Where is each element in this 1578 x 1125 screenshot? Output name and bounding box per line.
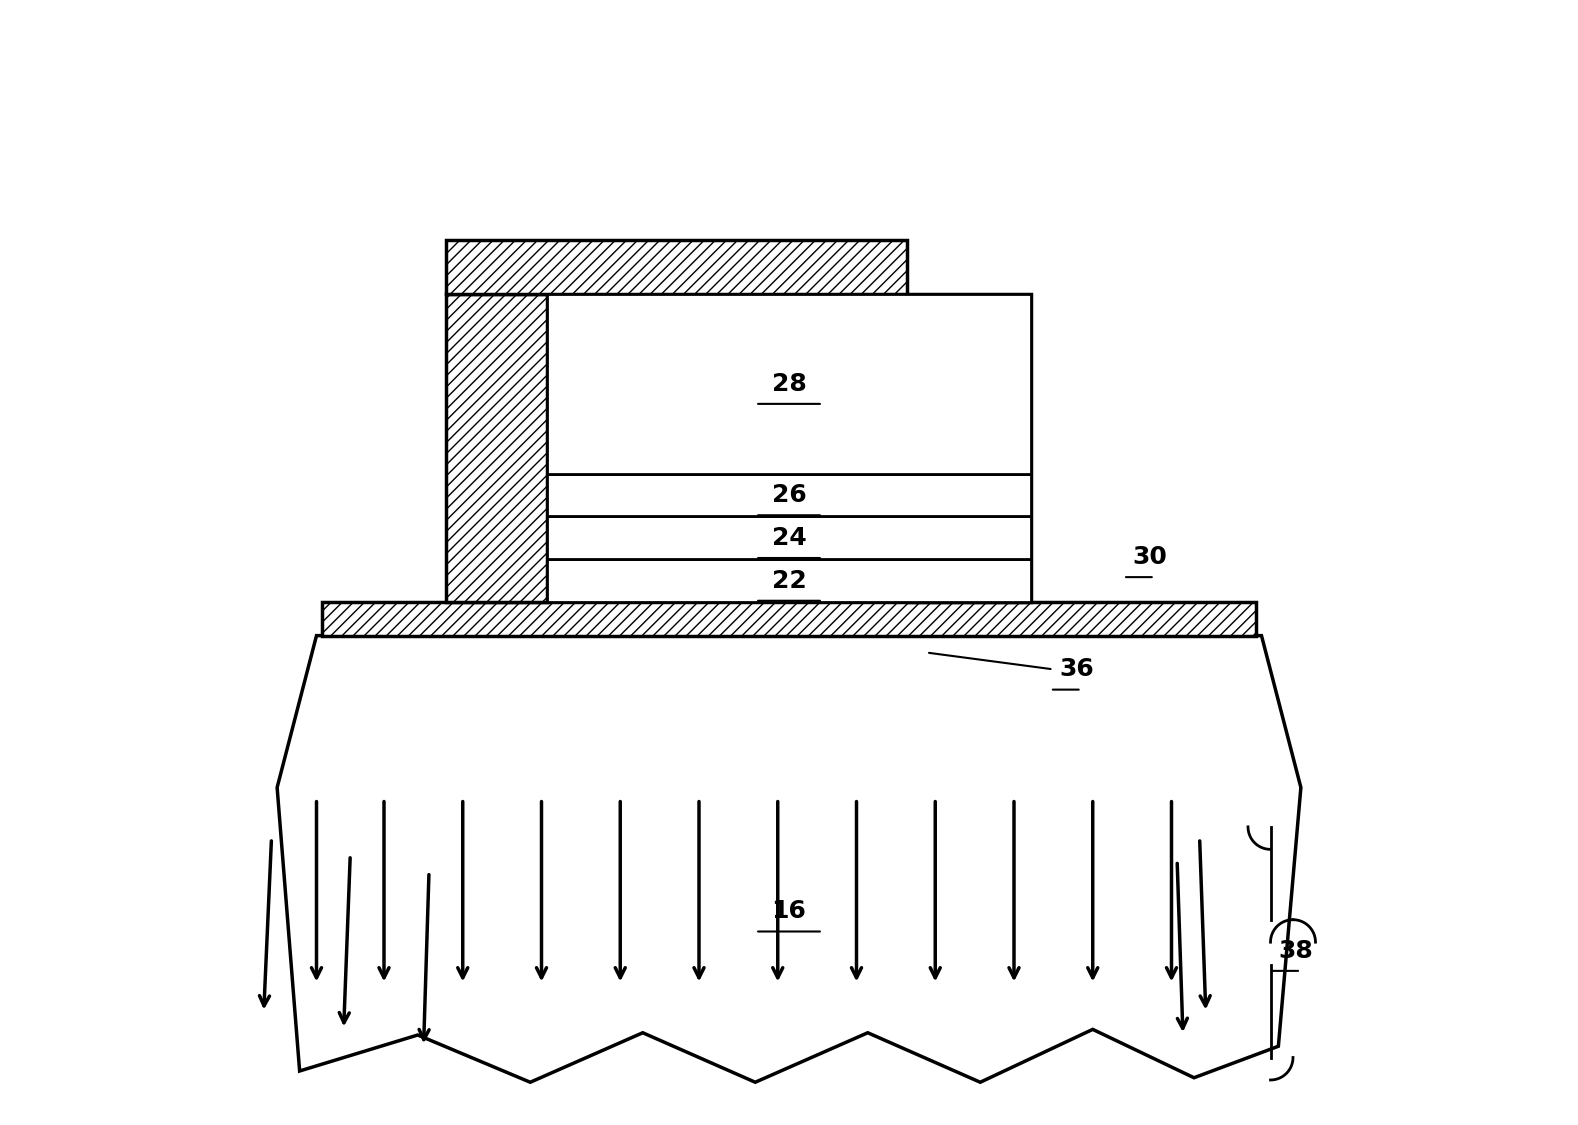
Bar: [322, 602, 1256, 636]
Bar: [548, 474, 1030, 516]
Text: 38: 38: [1278, 938, 1313, 963]
Text: 24: 24: [772, 525, 806, 550]
Text: 28: 28: [772, 371, 806, 396]
Bar: [548, 294, 1030, 474]
Text: 16: 16: [772, 899, 806, 924]
Bar: [548, 559, 1030, 602]
Polygon shape: [278, 636, 1300, 1082]
Text: 36: 36: [1059, 657, 1094, 682]
Bar: [907, 294, 1030, 602]
Bar: [548, 516, 1030, 559]
Bar: [447, 240, 907, 294]
Text: 26: 26: [772, 483, 806, 507]
Text: 22: 22: [772, 568, 806, 593]
Text: 30: 30: [1131, 544, 1168, 569]
Bar: [447, 294, 548, 602]
